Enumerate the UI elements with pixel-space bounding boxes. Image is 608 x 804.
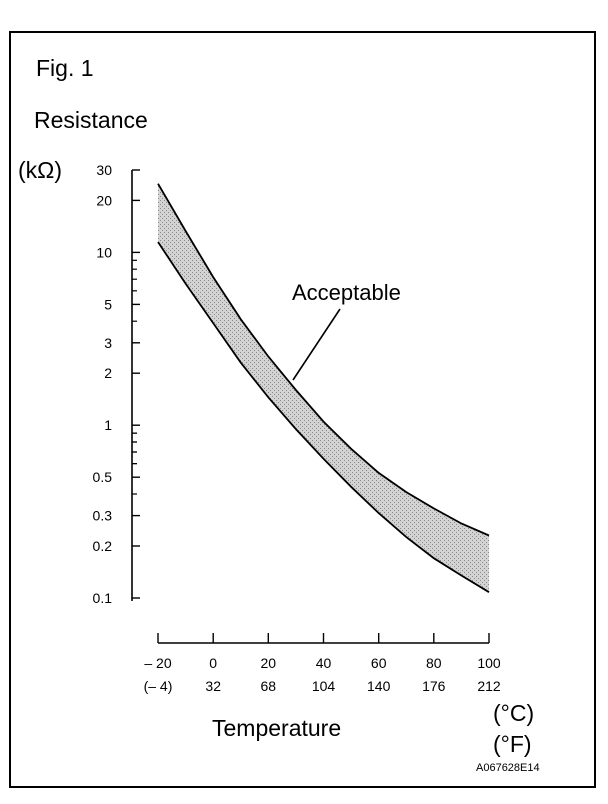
x-axis-unit-celsius: (°C) bbox=[493, 700, 534, 726]
curves bbox=[157, 183, 490, 593]
x-tick-label-celsius: 0 bbox=[209, 655, 217, 671]
figure-frame bbox=[9, 31, 596, 788]
y-tick-label: 20 bbox=[96, 192, 112, 208]
y-tick-label: 5 bbox=[104, 296, 112, 312]
acceptable-band-area bbox=[158, 183, 489, 593]
y-tick-label: 3 bbox=[104, 335, 112, 351]
x-tick-label-fahrenheit: (– 4) bbox=[144, 678, 173, 694]
x-axis-ticks: – 20 (– 4) 0 32 20 68 40 104 60 140 80 176 100 212 bbox=[144, 633, 501, 694]
x-axis-unit-fahrenheit: (°F) bbox=[493, 731, 532, 757]
x-tick-label-celsius: 100 bbox=[477, 655, 501, 671]
annotation-acceptable: Acceptable bbox=[292, 280, 401, 305]
y-tick-label: 1 bbox=[104, 417, 112, 433]
y-tick-label: 30 bbox=[96, 162, 112, 178]
x-tick-label-fahrenheit: 176 bbox=[422, 678, 446, 694]
y-tick-label: 0.1 bbox=[93, 590, 113, 606]
y-axis-unit: (kΩ) bbox=[18, 157, 62, 183]
y-tick-label: 10 bbox=[96, 244, 112, 260]
acceptable-band bbox=[158, 183, 489, 593]
x-tick-label-celsius: 80 bbox=[426, 655, 442, 671]
lower-limit-curve bbox=[157, 241, 490, 593]
figure-label: Fig. 1 bbox=[36, 55, 94, 81]
y-tick-label: 0.3 bbox=[93, 508, 113, 524]
upper-limit-curve bbox=[157, 183, 490, 537]
figure-code: A067628E14 bbox=[476, 762, 540, 774]
y-axis-ticks: 0.1 0.2 0.3 0.5 1 2 3 5 10 20 30 bbox=[93, 162, 140, 606]
x-tick-label-fahrenheit: 68 bbox=[261, 678, 277, 694]
y-axis-title: Resistance bbox=[34, 107, 148, 133]
y-tick-label: 0.2 bbox=[93, 538, 113, 554]
x-tick-label-fahrenheit: 140 bbox=[367, 678, 391, 694]
annotation-leader-line bbox=[292, 308, 341, 381]
x-tick-label-celsius: 60 bbox=[371, 655, 387, 671]
y-tick-label: 0.5 bbox=[93, 469, 113, 485]
x-axis-title: Temperature bbox=[212, 715, 341, 741]
y-tick-label: 2 bbox=[104, 365, 112, 381]
x-tick-label-fahrenheit: 32 bbox=[205, 678, 221, 694]
x-tick-label-celsius: 40 bbox=[316, 655, 332, 671]
x-tick-label-celsius: 20 bbox=[261, 655, 277, 671]
x-tick-label-fahrenheit: 212 bbox=[477, 678, 501, 694]
x-tick-label-fahrenheit: 104 bbox=[312, 678, 336, 694]
x-tick-label-celsius: – 20 bbox=[144, 655, 171, 671]
